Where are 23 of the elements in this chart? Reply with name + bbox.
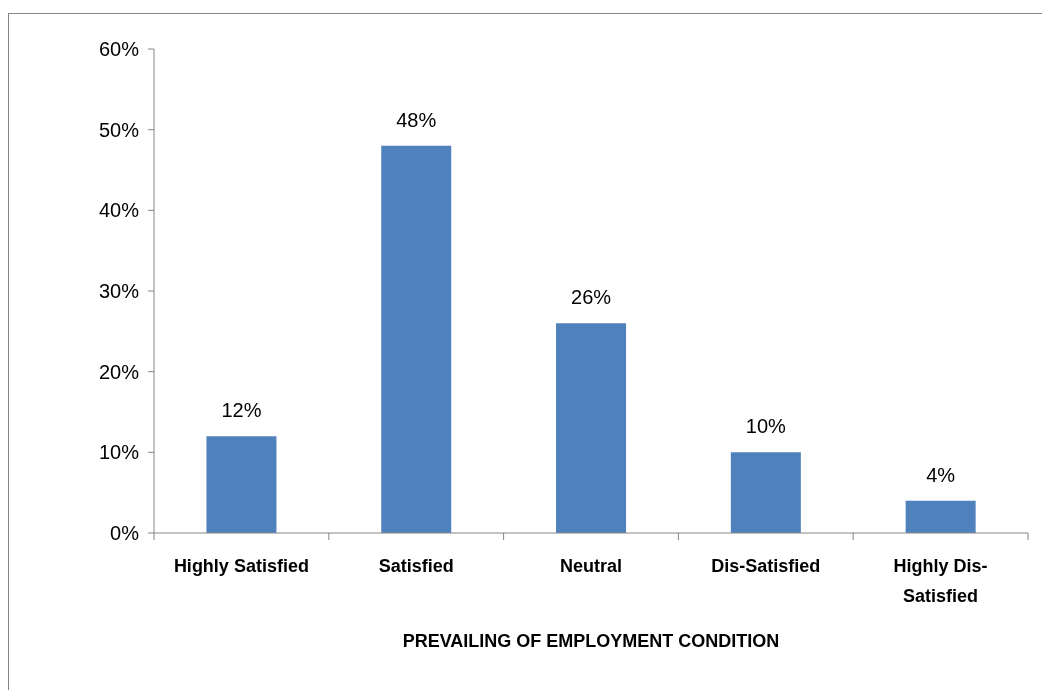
y-tick-label: 10%	[98, 441, 140, 464]
x-tick-label: Highly Dis-Satisfied	[893, 556, 988, 606]
data-label: 4%	[926, 463, 956, 486]
data-label: 12%	[221, 399, 262, 422]
y-tick-label: 60%	[98, 38, 140, 61]
y-tick-label: 30%	[98, 280, 140, 303]
data-label: 10%	[745, 415, 787, 438]
y-tick-label: 40%	[98, 199, 140, 222]
data-label: 48%	[396, 108, 437, 131]
x-tick-label: Dis-Satisfied	[711, 556, 821, 576]
bar	[206, 436, 277, 533]
bar	[556, 323, 627, 533]
y-tick-label: 20%	[98, 360, 140, 383]
x-tick-label: Highly Satisfied	[173, 556, 309, 576]
x-axis-title: PREVAILING OF EMPLOYMENT CONDITION	[402, 631, 780, 651]
y-tick-label: 0%	[110, 522, 140, 545]
bar	[730, 452, 801, 533]
bar	[381, 145, 452, 533]
data-label: 26%	[571, 286, 612, 309]
y-tick-label: 50%	[98, 118, 140, 141]
x-tick-label: Satisfied	[378, 556, 454, 576]
x-tick-label: Neutral	[559, 556, 623, 576]
bar	[905, 500, 976, 533]
